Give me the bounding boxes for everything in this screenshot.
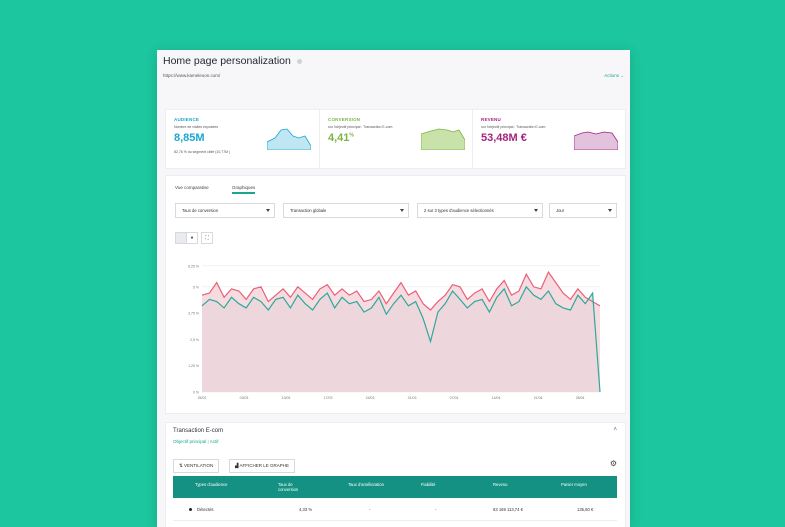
tab-graphiques[interactable]: Graphiques	[232, 185, 256, 194]
goal-select[interactable]: Transaction globale	[283, 203, 409, 218]
col-header: Fiabilité	[421, 482, 436, 487]
show-graph-button[interactable]: ▟ AFFICHER LE GRAPHE	[229, 459, 295, 473]
status-dot-icon	[297, 59, 302, 64]
kpi-label: CONVERSION	[328, 117, 361, 122]
experiment-card: Home page personalization https://www.ka…	[157, 50, 630, 527]
kpi-sub: sur l'objectif principal : Transaction E…	[481, 125, 546, 129]
chevron-down-icon: ⌄	[620, 73, 624, 78]
actions-dropdown[interactable]: Actions ⌄	[604, 73, 624, 79]
kpi-sub: sur l'objectif principal : Transaction E…	[328, 125, 393, 129]
cell: 4,33 %	[299, 507, 313, 512]
caret-icon	[534, 209, 538, 212]
cell: Détectés	[197, 507, 214, 512]
x-tick-label: 17/03	[324, 396, 333, 400]
kpi-value: 8,85M	[174, 132, 205, 144]
granularity-select[interactable]: Jour	[549, 203, 617, 218]
cell: -	[435, 507, 437, 512]
chart-icon: ▟	[235, 463, 239, 468]
eye-icon[interactable]: ●	[186, 232, 198, 244]
goal-meta: Objectif principal | Actif	[173, 439, 218, 444]
col-header: Panier moyen	[561, 482, 587, 487]
x-tick-label: 25/02	[198, 396, 207, 400]
goal-title: Transaction E-com	[173, 428, 224, 434]
kpi-value: 4,41%	[328, 132, 354, 144]
audience-dot-icon	[189, 508, 192, 511]
cell: 135,60 €	[577, 507, 594, 512]
y-tick-label: 0 %	[193, 391, 199, 395]
conversion-chart: 0 % 1,25 % 2,5 % 3,75 % 5 % 6,25 % 25/02 03/03 1…	[188, 264, 601, 400]
kpi-label: REVENU	[481, 117, 501, 122]
series-line-1	[201, 270, 601, 311]
kpi-label: AUDIENCE	[174, 117, 200, 122]
caret-icon	[608, 209, 612, 212]
caret-icon	[266, 209, 270, 212]
separator: |	[207, 439, 209, 444]
y-tick-label: 5 %	[193, 285, 199, 289]
x-tick-label: 24/03	[366, 396, 375, 400]
x-tick-label: 21/04	[534, 396, 543, 400]
goal-section: Transaction E-com ˄ Objectif principal |…	[165, 422, 626, 527]
audience-sparkline	[267, 128, 311, 150]
series-line-2	[201, 285, 601, 393]
actions-label: Actions	[604, 73, 619, 78]
ventilation-button[interactable]: ⇅ VENTILATION	[173, 459, 220, 473]
kpi-value: 53,48M €	[481, 132, 527, 144]
tab-vue-comparative[interactable]: Vue comparative	[175, 185, 209, 190]
x-tick-label: 03/03	[240, 396, 249, 400]
filter-icon: ⇅	[179, 463, 183, 468]
metric-select[interactable]: Taux de conversion	[175, 203, 275, 218]
graph-panel: Vue comparative Graphiques Taux de conve…	[165, 175, 626, 414]
fullscreen-icon[interactable]: ⛶	[201, 232, 213, 244]
page-header: Home page personalization https://www.ka…	[157, 50, 630, 142]
kpi-conversion: CONVERSION sur l'objectif principal : Tr…	[319, 110, 473, 168]
x-tick-label: 31/03	[408, 396, 417, 400]
cell: -	[369, 507, 371, 512]
col-header: Taux de conversion	[278, 482, 299, 492]
table-header: Types d'audience Taux de conversion Taux…	[173, 476, 617, 498]
series-area-1	[202, 272, 600, 392]
collapse-chevron-icon[interactable]: ˄	[613, 427, 617, 433]
kpi-revenue: REVENU sur l'objectif principal : Transa…	[472, 110, 626, 168]
x-tick-label: 14/04	[492, 396, 501, 400]
cell: 63 169 113,74 €	[493, 507, 523, 512]
page-url: https://www.kameleoon.com/	[163, 73, 221, 78]
y-tick-label: 1,25 %	[188, 364, 199, 368]
y-tick-label: 6,25 %	[188, 264, 199, 268]
gear-icon[interactable]: ⚙	[609, 459, 617, 468]
revenue-sparkline	[574, 131, 618, 150]
x-tick-label: 10/03	[282, 396, 291, 400]
conversion-sparkline	[421, 128, 465, 150]
y-tick-label: 2,5 %	[190, 338, 199, 342]
y-tick-label: 3,75 %	[188, 312, 199, 316]
x-tick-label: 07/04	[450, 396, 459, 400]
col-header: Revenu	[493, 482, 508, 487]
x-tick-label: 28/04	[576, 396, 585, 400]
page-title: Home page personalization	[163, 55, 291, 67]
audience-select[interactable]: 2 sur 3 types d'audience sélectionnés	[417, 203, 543, 218]
kpi-footnote: 82,76 % du segment ciblé (10,77M )	[174, 150, 231, 154]
goal-status: Actif	[209, 439, 219, 444]
kpi-strip: AUDIENCE Nombre de visites exposées 8,85…	[165, 109, 626, 169]
table-row[interactable]: Détectés 4,33 % - - 63 169 113,74 € 135,…	[173, 498, 617, 521]
col-header: Taux d'amélioration	[348, 482, 384, 487]
caret-icon	[400, 209, 404, 212]
primary-goal-label: Objectif principal	[173, 439, 207, 444]
kpi-sub: Nombre de visites exposées	[174, 125, 218, 129]
col-header: Types d'audience	[195, 482, 228, 487]
kpi-audience: AUDIENCE Nombre de visites exposées 8,85…	[166, 110, 319, 168]
